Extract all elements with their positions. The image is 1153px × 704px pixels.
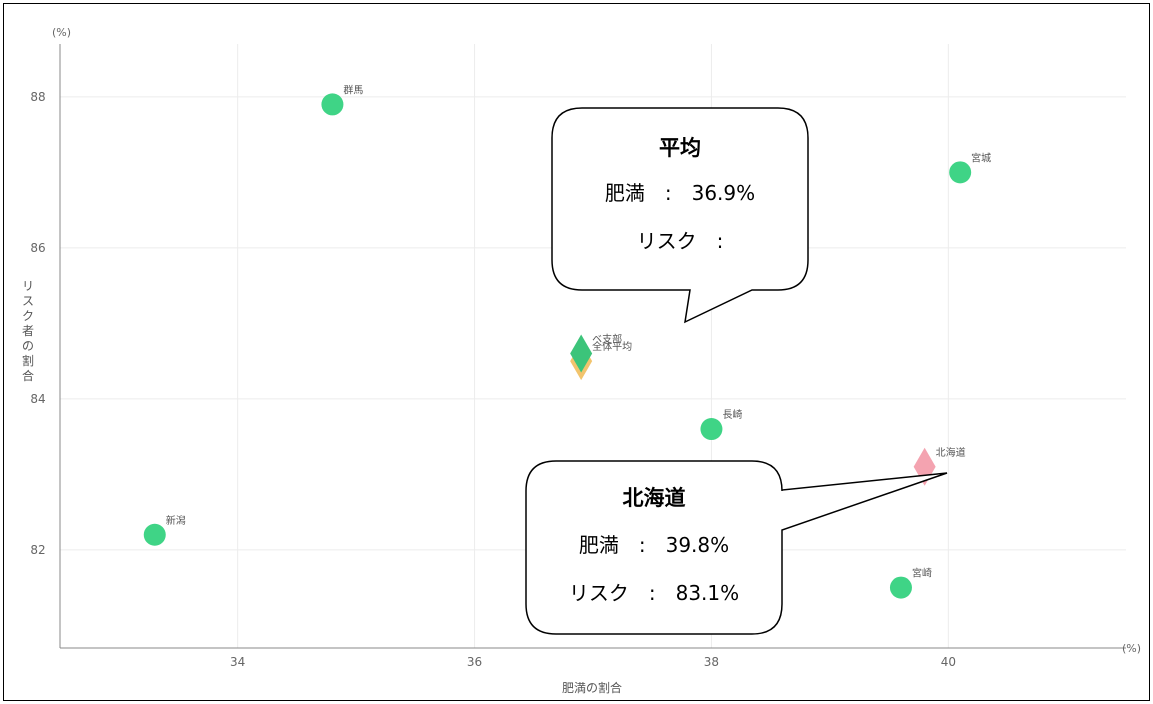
axes: [59, 44, 1126, 649]
callout-bubble: [551, 107, 809, 324]
y-tick-label: 86: [30, 241, 45, 255]
x-unit-label: (%): [1122, 642, 1141, 655]
data-point-marker: [949, 161, 972, 184]
callout-line-2: リスク : 83.1%: [569, 581, 739, 605]
data-point-marker: [889, 576, 912, 599]
data-point-label: 宮城: [971, 151, 991, 164]
ticks: 34 36 38 40 82 84 86 88: [30, 90, 956, 669]
y-axis-title: リスク者の割合: [22, 279, 34, 383]
data-point-label: 全体平均: [592, 340, 632, 353]
data-point-label: 群馬: [343, 83, 363, 96]
callout-bubble: [525, 460, 948, 635]
data-point-label: ベ支部: [592, 333, 622, 346]
data-point-label: 新潟: [166, 514, 186, 527]
x-tick-label: 36: [467, 655, 482, 669]
x-tick-label: 40: [941, 655, 956, 669]
data-point-label: 長崎: [722, 408, 742, 421]
callout-line-1: 肥満 : 39.8%: [579, 533, 729, 557]
data-point-label: 宮崎: [912, 567, 932, 580]
data-point-label: 北海道: [936, 446, 966, 459]
y-tick-label: 84: [30, 392, 45, 406]
y-unit-label: (%): [52, 26, 71, 39]
y-tick-label: 88: [30, 90, 45, 104]
x-tick-label: 38: [704, 655, 719, 669]
x-axis-title: 肥満の割合: [562, 680, 622, 695]
callout-title: 平均: [659, 136, 701, 160]
callout-line-2: リスク :: [637, 229, 724, 253]
callout-line-1: 肥満 : 36.9%: [605, 181, 755, 205]
data-point-marker: [700, 418, 723, 441]
data-point-marker: [321, 93, 344, 116]
callout-title: 北海道: [623, 486, 686, 510]
data-point-marker: [570, 334, 593, 373]
data-point-marker: [143, 523, 166, 546]
x-tick-label: 34: [230, 655, 245, 669]
y-tick-label: 82: [30, 543, 45, 557]
